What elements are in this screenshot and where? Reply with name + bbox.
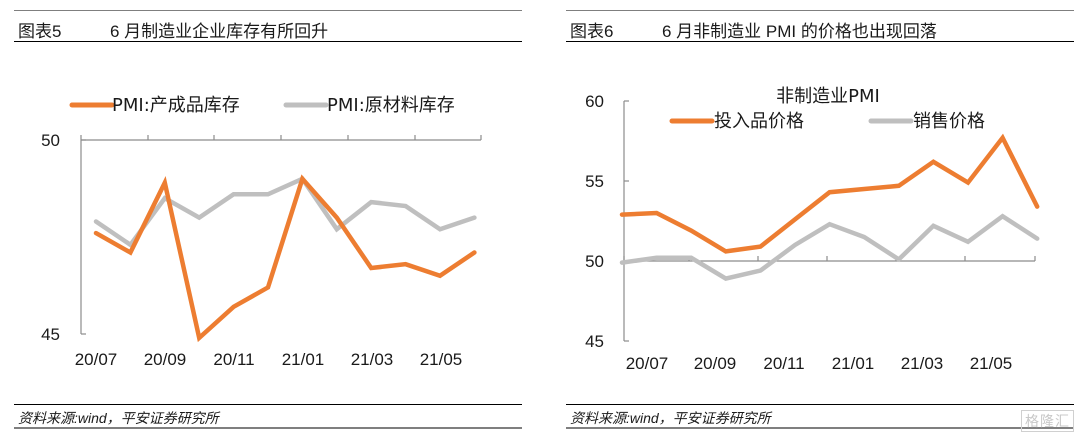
- x-tick-label: 21/05: [970, 354, 1013, 373]
- source-note: 资料来源:wind，平安证券研究所: [570, 410, 771, 426]
- x-tick-label: 20/07: [626, 354, 669, 373]
- source-note-bar: 资料来源:wind，平安证券研究所: [14, 404, 522, 429]
- y-tick-label: 50: [41, 131, 60, 150]
- source-note-bar: 资料来源:wind，平安证券研究所: [566, 404, 1074, 429]
- figure-title-bar: 图表5 6 月制造业企业库存有所回升: [14, 10, 522, 42]
- x-tick-label: 21/03: [901, 354, 944, 373]
- source-note: 资料来源:wind，平安证券研究所: [18, 410, 219, 426]
- series-line-gray: [93, 175, 477, 248]
- inventory-line-chart: PMI:产成品库存 PMI:原材料库存 50 45 20/07 20/09 20/11 21/…: [41, 95, 482, 369]
- figure-title: 6 月制造业企业库存有所回升: [110, 22, 329, 41]
- series-line-orange: [93, 174, 477, 343]
- figure-number: 图表5: [18, 22, 62, 41]
- x-tick-label: 20/11: [763, 354, 804, 373]
- y-tick-label: 55: [585, 172, 604, 191]
- y-tick-label: 45: [41, 325, 60, 344]
- x-tick-label: 20/09: [694, 354, 737, 373]
- chart-title: 非制造业PMI: [776, 86, 880, 107]
- legend-label: 销售价格: [913, 111, 985, 132]
- figure-panel-5: 图表5 6 月制造业企业库存有所回升 PMI:产成品库存 PMI:原材料库存 50 4…: [14, 0, 522, 438]
- y-tick-label: 45: [585, 332, 604, 351]
- x-tick-label: 21/03: [351, 350, 394, 369]
- x-tick-label: 21/01: [832, 354, 875, 373]
- legend-label: 投入品价格: [714, 111, 804, 132]
- watermark-logo: 格隆汇: [1021, 410, 1074, 432]
- x-tick-label: 20/09: [144, 350, 187, 369]
- y-tick-label: 60: [585, 92, 604, 111]
- x-tick-label: 20/07: [75, 350, 118, 369]
- figure-panel-6: 图表6 6 月非制造业 PMI 的价格也出现回落 非制造业PMI 投入品价格 销售价…: [566, 0, 1074, 438]
- y-tick-label: 50: [585, 252, 604, 271]
- nonmfg-price-line-chart: 非制造业PMI 投入品价格 销售价格 60 55 50 45 20/07 20/09 20/11 2…: [585, 86, 1040, 373]
- legend-label: PMI:产成品库存: [112, 95, 240, 116]
- legend-label: PMI:原材料库存: [327, 95, 455, 116]
- x-tick-label: 21/01: [282, 350, 325, 369]
- x-tick-label: 21/05: [420, 350, 463, 369]
- figure-number: 图表6: [570, 22, 614, 41]
- figure-title-bar: 图表6 6 月非制造业 PMI 的价格也出现回落: [566, 10, 1074, 42]
- x-tick-label: 20/11: [213, 350, 254, 369]
- figure-title: 6 月非制造业 PMI 的价格也出现回落: [662, 22, 937, 41]
